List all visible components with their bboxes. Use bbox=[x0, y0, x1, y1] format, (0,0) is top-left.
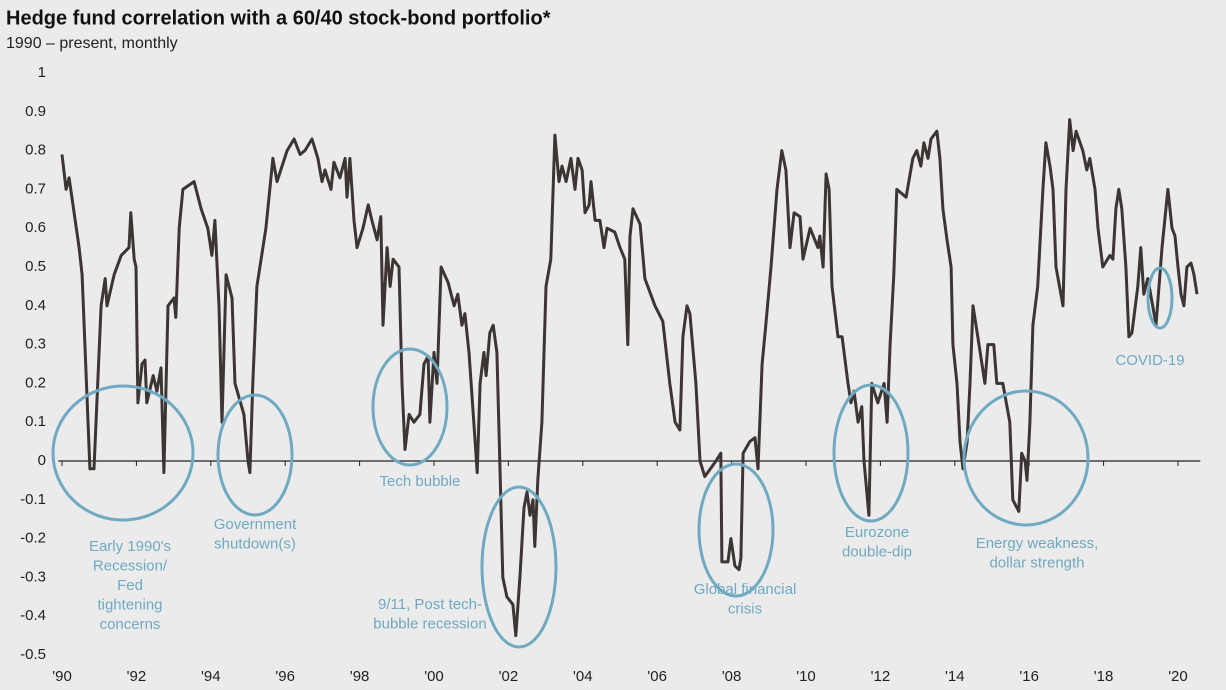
annotation-circle bbox=[480, 485, 558, 649]
y-tick-label: 0.9 bbox=[25, 103, 46, 120]
y-tick-label: 0.2 bbox=[25, 374, 46, 391]
annotation-text: Energy weakness, bbox=[976, 535, 1099, 552]
annotation-text: Government bbox=[214, 516, 297, 533]
x-tick-label: '06 bbox=[647, 668, 667, 685]
x-tick-label: '18 bbox=[1094, 668, 1114, 685]
y-tick-label: 0.8 bbox=[25, 142, 46, 159]
annotation-text: Global financial bbox=[694, 581, 797, 598]
y-tick-label: -0.4 bbox=[20, 607, 46, 624]
x-tick-label: '20 bbox=[1168, 668, 1188, 685]
x-tick-label: '90 bbox=[52, 668, 72, 685]
y-tick-label: 0.3 bbox=[25, 336, 46, 353]
x-tick-label: '98 bbox=[350, 668, 370, 685]
annotation-text: 9/11, Post tech- bbox=[378, 596, 482, 613]
y-tick-label: 0 bbox=[38, 452, 46, 469]
x-tick-label: '10 bbox=[796, 668, 816, 685]
x-tick-label: '14 bbox=[945, 668, 965, 685]
x-tick-label: '16 bbox=[1019, 668, 1039, 685]
annotation-text: shutdown(s) bbox=[214, 535, 296, 552]
x-tick-label: '02 bbox=[499, 668, 519, 685]
annotation-circle bbox=[51, 384, 195, 522]
y-tick-label: -0.5 bbox=[20, 646, 46, 663]
chart-subtitle: 1990 – present, monthly bbox=[6, 35, 178, 52]
annotation-circle bbox=[371, 347, 449, 467]
y-tick-label: 1 bbox=[38, 64, 46, 81]
annotation-text: Recession/ bbox=[93, 557, 168, 574]
chart-title: Hedge fund correlation with a 60/40 stoc… bbox=[6, 7, 551, 29]
annotation-text: concerns bbox=[100, 616, 161, 633]
y-tick-label: 0.7 bbox=[25, 180, 46, 197]
annotation-circle bbox=[216, 393, 294, 517]
annotation-text: dollar strength bbox=[989, 554, 1084, 571]
annotation-circle bbox=[832, 383, 910, 523]
annotation-text: double-dip bbox=[842, 543, 912, 560]
x-tick-label: '04 bbox=[573, 668, 593, 685]
x-tick-label: '12 bbox=[871, 668, 891, 685]
y-tick-label: 0.1 bbox=[25, 413, 46, 430]
y-tick-label: -0.3 bbox=[20, 568, 46, 585]
annotation-text: Tech bubble bbox=[380, 473, 461, 490]
annotation-circle bbox=[697, 462, 775, 598]
y-tick-label: -0.2 bbox=[20, 530, 46, 547]
annotation-circle bbox=[962, 389, 1090, 527]
annotation-text: crisis bbox=[728, 600, 762, 617]
annotation-text: Early 1990's bbox=[89, 538, 171, 555]
annotation-text: tightening bbox=[97, 596, 162, 613]
annotation-text: Fed bbox=[117, 577, 143, 594]
y-tick-label: 0.4 bbox=[25, 297, 46, 314]
x-tick-label: '94 bbox=[201, 668, 221, 685]
line-series bbox=[60, 118, 1199, 638]
annotation-text: bubble recession bbox=[373, 615, 486, 632]
y-tick-label: 0.6 bbox=[25, 219, 46, 236]
x-tick-label: '96 bbox=[275, 668, 295, 685]
annotation-circle bbox=[1146, 266, 1174, 330]
x-tick-label: '00 bbox=[424, 668, 444, 685]
x-tick-label: '92 bbox=[127, 668, 147, 685]
x-tick-label: '08 bbox=[722, 668, 742, 685]
annotation-text: Eurozone bbox=[845, 524, 909, 541]
y-tick-label: -0.1 bbox=[20, 491, 46, 508]
annotation-text: COVID-19 bbox=[1115, 352, 1184, 369]
y-tick-label: 0.5 bbox=[25, 258, 46, 275]
